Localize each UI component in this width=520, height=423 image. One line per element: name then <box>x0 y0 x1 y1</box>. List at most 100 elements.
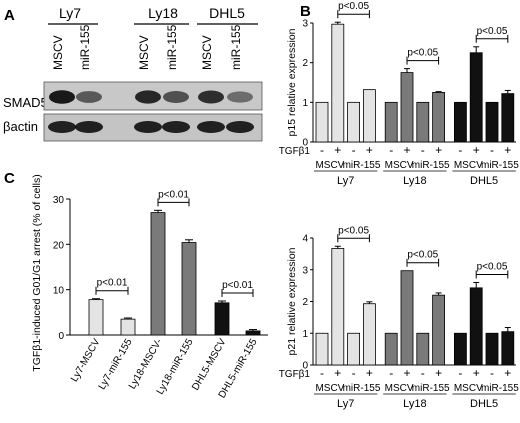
cellline-label: DHL5 <box>470 175 498 187</box>
treatment-sign: + <box>473 366 480 380</box>
smad5-band <box>49 90 75 104</box>
bar <box>400 270 414 366</box>
p-value-label: p<0.05 <box>477 261 508 272</box>
y-axis-label: p15 relative expression <box>286 28 298 136</box>
y-tick-label: 1 <box>302 98 308 109</box>
bar <box>331 248 345 366</box>
bar <box>501 331 515 366</box>
bar <box>469 52 483 143</box>
bar <box>362 89 376 143</box>
treatment-label: TGFβ1 <box>279 369 311 380</box>
y-tick-label: 10 <box>53 286 65 297</box>
cellline-label: Ly7 <box>337 398 354 410</box>
treatment-sign: - <box>352 143 356 157</box>
y-axis-label: p21 relative expression <box>286 247 298 355</box>
y-tick-label: 20 <box>53 240 65 251</box>
y-tick-label: 0 <box>58 331 64 342</box>
treatment-sign: - <box>421 366 425 380</box>
smad5-band <box>198 90 224 104</box>
bar <box>150 212 166 336</box>
cellline-label: Ly18 <box>403 398 426 410</box>
western-blot: Ly7 Ly18 DHL5 MSCV miR-155 MSCV miR-155 … <box>3 5 263 142</box>
group-label: MSCV <box>315 160 344 171</box>
group-label: MSCV <box>454 160 483 171</box>
blot-row-actin: βactin <box>3 119 38 134</box>
bar <box>453 101 467 143</box>
smad5-band <box>227 91 253 103</box>
p-value-label: p<0.01 <box>97 278 128 289</box>
actin-band <box>162 121 190 133</box>
actin-band <box>75 121 103 133</box>
smad5-band <box>135 90 161 104</box>
group-label: miR-155 <box>412 383 450 394</box>
bar <box>315 101 329 143</box>
y-tick-label: 2 <box>302 58 308 69</box>
y-tick-label: 1 <box>302 329 308 340</box>
panel-b-letter: B <box>300 3 311 20</box>
treatment-sign: + <box>334 366 341 380</box>
p-value-label: p<0.05 <box>407 48 438 59</box>
treatment-sign: + <box>504 366 511 380</box>
actin-band <box>226 121 254 133</box>
treatment-sign: - <box>490 366 494 380</box>
group-label: miR-155 <box>343 160 381 171</box>
cellline-label: DHL5 <box>470 398 498 410</box>
treatment-sign: - <box>320 143 324 157</box>
smad5-band <box>163 91 189 103</box>
treatment-label: TGFβ1 <box>279 146 311 157</box>
group-label: MSCV <box>385 383 414 394</box>
cellline-label: Ly7 <box>337 175 354 187</box>
p-value-label: p<0.01 <box>158 189 189 200</box>
y-tick-label: 3 <box>302 19 308 30</box>
bar <box>214 302 230 336</box>
treatment-sign: + <box>334 143 341 157</box>
group-label: MSCV <box>385 160 414 171</box>
treatment-sign: - <box>389 143 393 157</box>
blot-lane-3: MSCV <box>137 35 151 70</box>
bar <box>245 330 261 336</box>
panel-a-letter: A <box>4 7 15 24</box>
group-label: miR-155 <box>343 383 381 394</box>
group-label: MSCV <box>315 383 344 394</box>
treatment-sign: + <box>473 143 480 157</box>
y-tick-label: 0 <box>302 361 308 372</box>
p-value-label: p<0.05 <box>338 225 369 236</box>
blot-cellline-ly7: Ly7 <box>59 5 81 21</box>
group-label: miR-155 <box>481 383 519 394</box>
treatment-sign: - <box>490 143 494 157</box>
treatment-sign: + <box>366 366 373 380</box>
blot-cellline-ly18: Ly18 <box>148 5 178 21</box>
group-label: miR-155 <box>481 160 519 171</box>
treatment-sign: - <box>320 366 324 380</box>
treatment-sign: + <box>366 143 373 157</box>
p-value-label: p<0.05 <box>338 1 369 12</box>
bar <box>362 303 376 366</box>
blot-row-smad5: SMAD5 <box>3 95 48 110</box>
y-axis-label: TGFβ1-induced G01/G1 arrest (% of cells) <box>31 174 43 371</box>
blot-lane-6: miR-155 <box>229 24 243 70</box>
group-label: MSCV <box>454 383 483 394</box>
bar <box>416 332 430 366</box>
group-label: miR-155 <box>412 160 450 171</box>
g1-arrest-chart: 0 10 20 30 TGFβ1-induced G01/G1 arrest (% of… <box>31 174 268 400</box>
treatment-sign: - <box>352 366 356 380</box>
treatment-sign: + <box>435 143 442 157</box>
treatment-sign: + <box>403 143 410 157</box>
bar <box>469 287 483 366</box>
treatment-sign: - <box>421 143 425 157</box>
bar <box>315 332 329 366</box>
bar <box>416 101 430 143</box>
bar <box>347 332 361 366</box>
bar <box>384 332 398 366</box>
bar <box>432 92 446 143</box>
bar <box>88 299 104 336</box>
blot-lane-2: miR-155 <box>78 24 92 70</box>
actin-band <box>134 121 162 133</box>
bar <box>485 101 499 143</box>
y-tick-label: 4 <box>302 234 308 245</box>
bar <box>501 93 515 143</box>
bar <box>485 332 499 366</box>
y-tick-label: 2 <box>302 297 308 308</box>
